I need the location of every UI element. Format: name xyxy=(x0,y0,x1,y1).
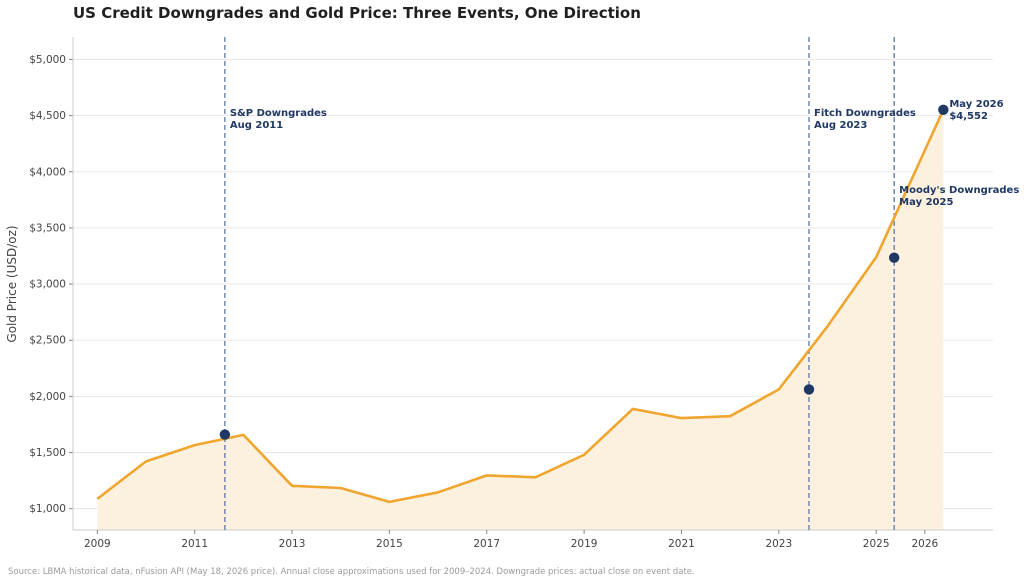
x-tick-label: 2013 xyxy=(279,538,306,550)
x-tick-label: 2011 xyxy=(181,538,208,550)
x-tick-label: 2009 xyxy=(84,538,111,550)
x-tick-label: 2015 xyxy=(376,538,403,550)
event-marker xyxy=(803,384,815,395)
chart-title: US Credit Downgrades and Gold Price: Thr… xyxy=(73,4,641,22)
event-date-label: Aug 2023 xyxy=(814,120,867,131)
y-tick-label: $2,000 xyxy=(29,391,66,403)
event-date-label: Aug 2011 xyxy=(230,120,283,131)
x-tick-label: 2023 xyxy=(765,538,792,550)
x-tick-label: 2021 xyxy=(668,538,695,550)
y-tick-label: $2,500 xyxy=(29,335,66,347)
series-area-fill xyxy=(97,109,944,531)
latest-price-label: $4,552 xyxy=(949,111,988,122)
latest-price-marker xyxy=(938,104,949,115)
x-tick-label: 2025 xyxy=(863,538,890,550)
event-marker xyxy=(219,429,231,440)
gold-price-line xyxy=(96,109,945,504)
y-tick-label: $5,000 xyxy=(29,54,66,66)
y-tick-label: $3,000 xyxy=(29,279,66,291)
event-marker xyxy=(888,252,900,263)
event-label: Fitch Downgrades xyxy=(814,108,916,119)
event-label: Moody's Downgrades xyxy=(899,185,1019,196)
y-tick-label: $4,000 xyxy=(29,166,66,178)
source-note: Source: LBMA historical data, nFusion AP… xyxy=(8,567,695,577)
y-tick-label: $1,500 xyxy=(29,447,66,459)
y-tick-label: $3,500 xyxy=(29,222,66,234)
event-date-label: May 2025 xyxy=(899,197,953,208)
x-tick-label: 2026 xyxy=(911,538,938,550)
x-tick-label: 2017 xyxy=(473,538,500,550)
event-label: S&P Downgrades xyxy=(230,108,327,119)
x-tick-label: 2019 xyxy=(571,538,598,550)
y-axis-label: Gold Price (USD/oz) xyxy=(5,225,19,342)
y-tick-label: $4,500 xyxy=(29,110,66,122)
latest-date-label: May 2026 xyxy=(949,99,1003,110)
y-tick-label: $1,000 xyxy=(29,503,66,515)
